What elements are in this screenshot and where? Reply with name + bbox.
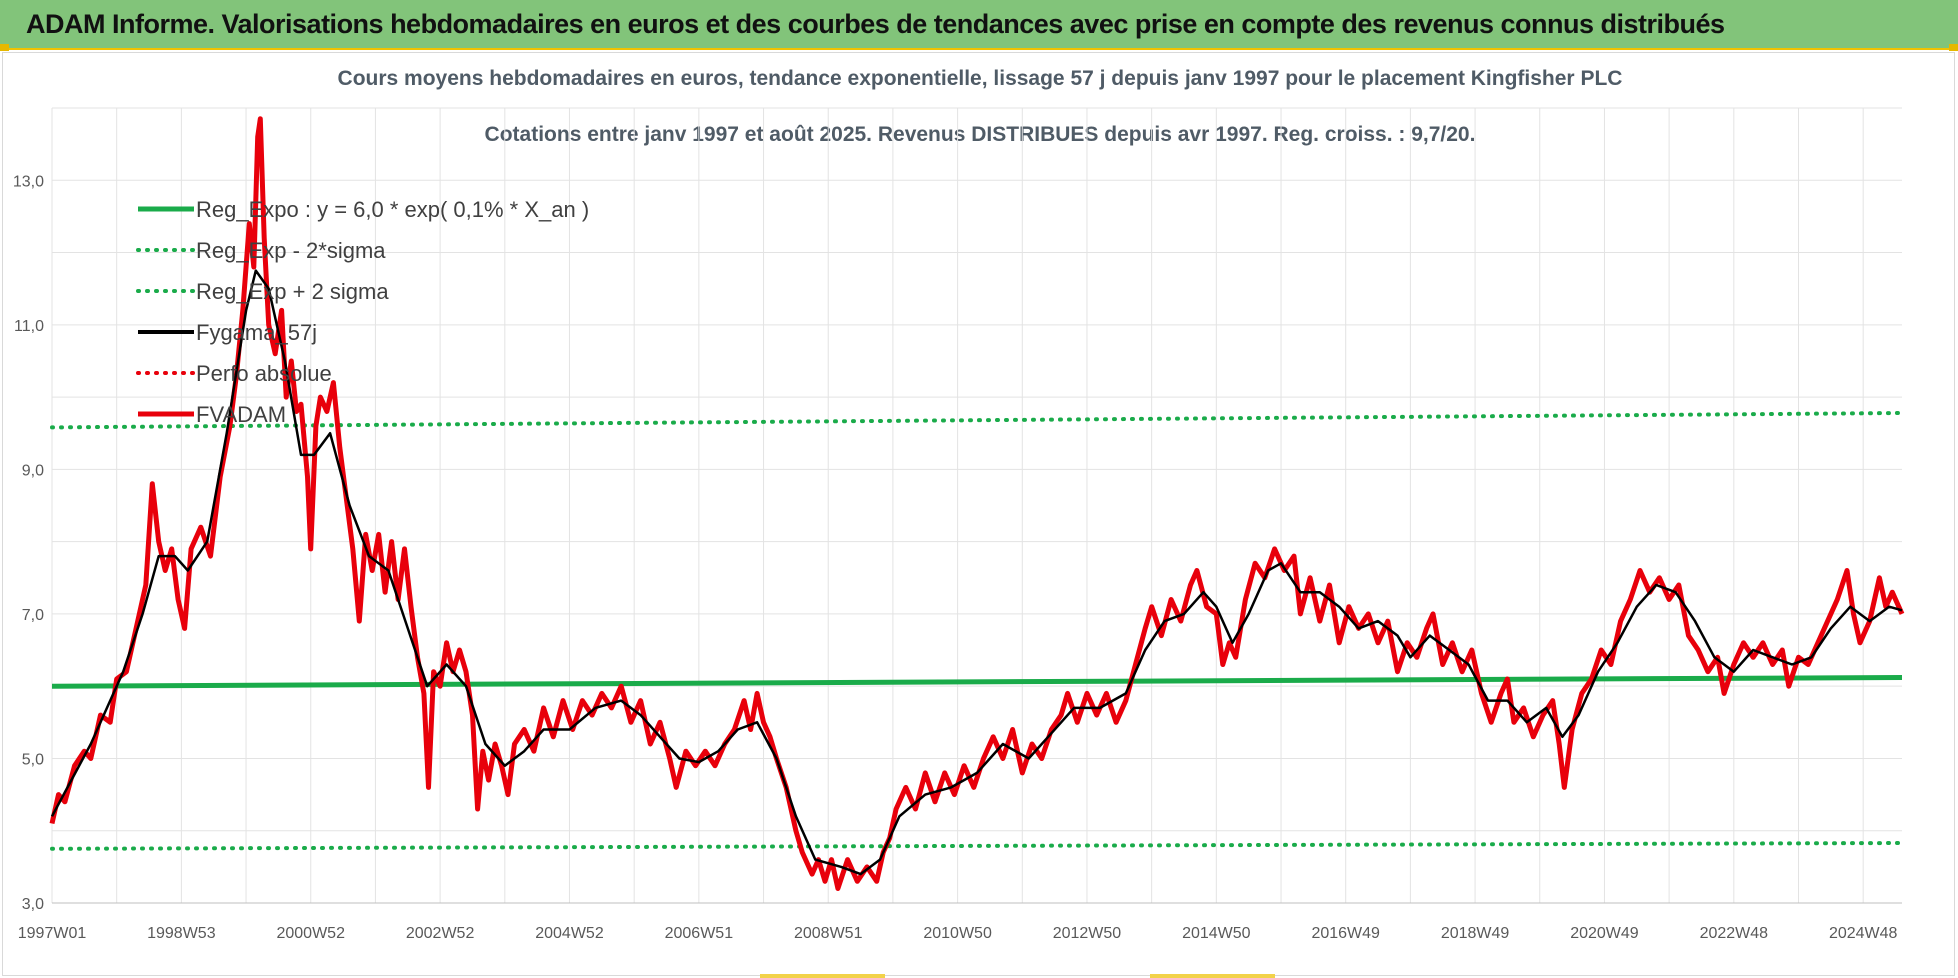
- report-banner: ADAM Informe. Valorisations hebdomadaire…: [0, 0, 1958, 50]
- x-tick-label: 2022W48: [1700, 925, 1769, 942]
- series-line-2: [50, 411, 1904, 430]
- x-tick-label: 2014W50: [1182, 925, 1251, 942]
- x-tick-label: 2010W50: [923, 925, 992, 942]
- x-tick-label: 2006W51: [665, 925, 734, 942]
- y-tick-label: 11,0: [14, 318, 44, 335]
- corner-marker-left: [0, 44, 9, 51]
- corner-marker-right: [1949, 44, 1958, 51]
- legend: Reg_Expo : y = 6,0 * exp( 0,1% * X_an ) R…: [136, 197, 589, 427]
- legend-label: Reg_Expo : y = 6,0 * exp( 0,1% * X_an ): [196, 197, 589, 222]
- x-tick-label: 2024W48: [1829, 925, 1898, 942]
- series-layer: [49, 116, 1905, 891]
- y-tick-label: 7,0: [22, 607, 44, 624]
- legend-label: Fygama_57j: [196, 320, 317, 345]
- x-tick-label: 1997W01: [18, 925, 87, 942]
- chart-title-line-1: Cours moyens hebdomadaires en euros, ten…: [338, 67, 1623, 90]
- legend-label: Reg_Exp + 2 sigma: [196, 279, 389, 304]
- series-line-0: [51, 675, 1903, 689]
- report-title: ADAM Informe. Valorisations hebdomadaire…: [26, 9, 1725, 39]
- bottom-marker-1: [760, 974, 885, 978]
- legend-label: Reg_Exp - 2*sigma: [196, 238, 386, 263]
- x-tick-label: 1998W53: [147, 925, 216, 942]
- x-tick-label: 2002W52: [406, 925, 475, 942]
- bottom-marker-2: [1150, 974, 1275, 978]
- series-line-5: [49, 116, 1905, 891]
- chart-title-line-2: Cotations entre janv 1997 et août 2025. …: [485, 123, 1476, 146]
- x-tick-label: 2018W49: [1441, 925, 1510, 942]
- y-tick-label: 3,0: [22, 896, 44, 913]
- y-tick-label: 5,0: [22, 751, 44, 768]
- tick-labels: 3,0 5,0 7,0 9,0 11,0 13,0 1997W01 1998W53 2000W5…: [13, 173, 1898, 942]
- x-tick-label: 2000W52: [276, 925, 345, 942]
- series-line-3: [50, 269, 1903, 876]
- x-tick-label: 2012W50: [1053, 925, 1122, 942]
- x-tick-label: 2016W49: [1311, 925, 1380, 942]
- legend-label: Perfo absolue: [196, 361, 332, 386]
- y-tick-label: 13,0: [13, 173, 44, 190]
- y-tick-label: 9,0: [22, 462, 44, 479]
- chart-frame: [2, 52, 1955, 976]
- series-line-1: [50, 841, 1904, 851]
- x-tick-label: 2004W52: [535, 925, 604, 942]
- x-tick-label: 2020W49: [1570, 925, 1639, 942]
- x-tick-label: 2008W51: [794, 925, 863, 942]
- legend-label: FVADAM: [196, 402, 286, 427]
